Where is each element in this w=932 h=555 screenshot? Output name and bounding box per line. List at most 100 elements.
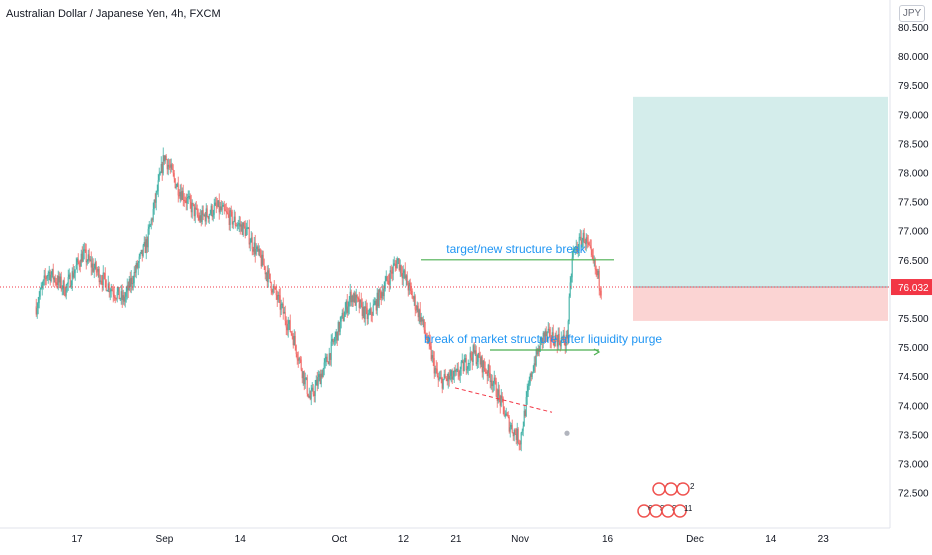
candle-down — [81, 253, 83, 262]
candle-up — [91, 263, 93, 268]
candle-down — [296, 354, 298, 360]
candle-up — [209, 213, 211, 215]
x-tick-label: Dec — [686, 534, 704, 545]
candle-down — [206, 208, 208, 217]
stop-loss-zone[interactable] — [633, 287, 888, 321]
candle-down — [184, 200, 186, 202]
candle-down — [410, 286, 412, 291]
candle-down — [583, 232, 585, 243]
candle-up — [208, 214, 210, 219]
candle-up — [562, 334, 564, 339]
candle-down — [564, 342, 566, 347]
candle-up — [328, 353, 330, 365]
candle-up — [80, 253, 82, 267]
candle-down — [498, 389, 500, 396]
candle-down — [257, 246, 259, 252]
candle-up — [531, 372, 533, 377]
candle-up — [597, 270, 599, 276]
candle-down — [113, 294, 115, 297]
candle-down — [363, 306, 365, 320]
candle-down — [395, 264, 397, 269]
take-profit-zone[interactable] — [633, 96, 888, 288]
candle-up — [73, 273, 75, 278]
candle-up — [308, 395, 310, 397]
candle-down — [329, 353, 331, 360]
price-badge[interactable] — [891, 279, 932, 296]
candle-down — [112, 290, 114, 295]
candle-down — [241, 224, 243, 235]
candle-up — [456, 368, 458, 370]
candle-down — [391, 272, 393, 274]
candle-down — [559, 342, 561, 347]
candle-down — [424, 329, 426, 335]
candle-down — [536, 349, 538, 355]
candle-down — [458, 375, 460, 377]
candle-up — [535, 349, 537, 366]
candle-up — [349, 291, 351, 300]
candle-up — [304, 378, 306, 385]
candle-up — [343, 316, 345, 321]
candle-up — [408, 282, 410, 291]
candle-up — [449, 375, 451, 380]
candle-up — [383, 288, 385, 297]
candle-up — [47, 272, 49, 277]
candle-down — [419, 309, 421, 322]
candle-up — [442, 378, 444, 389]
candle-down — [45, 278, 47, 280]
event-badge[interactable] — [673, 504, 687, 518]
candle-up — [340, 315, 342, 322]
candle-up — [109, 291, 111, 293]
candle-up — [293, 335, 295, 346]
candle-down — [269, 273, 271, 283]
candle-up — [233, 216, 235, 222]
candle-up — [280, 304, 282, 310]
y-tick-label: 76.500 — [898, 256, 929, 267]
bms-annotation-label[interactable]: break of market structure after liquidit… — [424, 332, 662, 346]
candle-down — [161, 164, 163, 174]
candle-up — [277, 294, 279, 300]
candle-up — [40, 287, 42, 290]
candle-up — [288, 320, 290, 324]
candle-down — [473, 345, 475, 353]
candle-down — [594, 259, 596, 270]
candle-down — [193, 204, 195, 217]
candle-up — [93, 268, 95, 272]
candle-down — [429, 341, 431, 347]
x-tick-label: 16 — [602, 534, 614, 545]
point-marker[interactable] — [564, 430, 570, 436]
candle-up — [431, 355, 433, 360]
candle-down — [300, 359, 302, 370]
candle-down — [475, 350, 477, 365]
candle-down — [589, 245, 591, 247]
candle-up — [529, 373, 531, 384]
candle-up — [86, 261, 88, 263]
candle-up — [420, 317, 422, 322]
candle-up — [413, 296, 415, 299]
candle-up — [477, 352, 479, 362]
candle-up — [320, 373, 322, 385]
candle-down — [154, 199, 156, 203]
event-badge[interactable] — [652, 482, 666, 496]
candle-down — [600, 290, 602, 296]
candle-up — [53, 277, 55, 280]
event-badge[interactable] — [664, 482, 678, 496]
candle-up — [119, 298, 121, 300]
candle-down — [440, 377, 442, 379]
candle-up — [385, 276, 387, 282]
liquidity-trendline[interactable] — [454, 387, 553, 413]
candle-up — [474, 350, 476, 353]
candle-down — [515, 434, 517, 440]
target-annotation-label[interactable]: target/new structure break — [446, 242, 586, 256]
currency-badge[interactable]: JPY — [899, 5, 925, 22]
candle-up — [203, 214, 205, 216]
candle-down — [211, 205, 213, 217]
event-badge[interactable] — [676, 482, 690, 496]
candle-down — [49, 271, 51, 281]
candle-up — [232, 221, 234, 225]
candle-down — [115, 298, 117, 300]
candle-down — [198, 216, 200, 221]
candle-up — [74, 269, 76, 274]
candle-up — [150, 219, 152, 225]
